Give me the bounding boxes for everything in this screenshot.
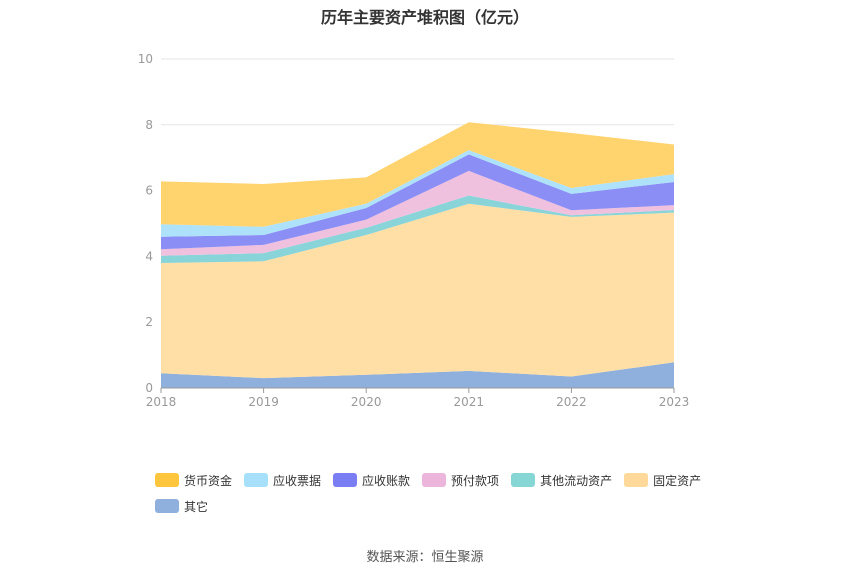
area-series-4 — [161, 154, 674, 250]
legend-swatch — [422, 473, 447, 487]
area-series-1 — [161, 203, 674, 379]
legend-swatch — [244, 473, 269, 487]
y-tick-label: 0 — [145, 381, 153, 395]
x-tick-label: 2020 — [351, 395, 382, 409]
y-tick-label: 6 — [145, 184, 153, 198]
area-series-6 — [161, 122, 674, 227]
x-tick-label: 2019 — [248, 395, 279, 409]
legend-item[interactable]: 预付款项 — [422, 472, 499, 488]
legend-item[interactable]: 固定资产 — [624, 472, 701, 488]
area-series-0 — [161, 362, 674, 388]
legend: 货币资金 应收票据 应收账款 预付款项 其他流动资产 固定资产其它 — [155, 472, 715, 524]
legend-label: 固定资产 — [653, 473, 702, 488]
legend-label: 应收票据 — [273, 473, 322, 488]
legend-label: 其他流动资产 — [540, 473, 613, 488]
legend-swatch — [155, 499, 179, 513]
legend-item[interactable]: 其他流动资产 — [511, 472, 612, 488]
legend-swatch — [333, 473, 358, 487]
y-tick-label: 8 — [145, 118, 153, 132]
legend-label: 货币资金 — [184, 473, 233, 488]
legend-swatch — [155, 473, 179, 487]
data-source: 数据来源：恒生聚源 — [366, 550, 484, 565]
y-tick-label: 4 — [145, 249, 153, 263]
legend-item[interactable]: 应收账款 — [333, 472, 410, 488]
y-tick-label: 2 — [145, 315, 153, 329]
x-tick-label: 2018 — [146, 395, 177, 409]
legend-label: 预付款项 — [451, 473, 500, 488]
area-series-2 — [161, 195, 674, 263]
legend-item[interactable]: 其它 — [155, 498, 208, 514]
x-tick-label: 2021 — [454, 395, 485, 409]
area-series-5 — [161, 150, 674, 237]
y-tick-label: 10 — [138, 52, 153, 66]
legend-label: 应收账款 — [362, 473, 411, 488]
legend-item[interactable]: 货币资金 — [155, 472, 232, 488]
chart-title: 历年主要资产堆积图（亿元） — [320, 8, 529, 27]
legend-item[interactable]: 应收票据 — [244, 472, 321, 488]
legend-swatch — [624, 473, 649, 487]
x-tick-label: 2022 — [556, 395, 587, 409]
legend-label: 其它 — [184, 499, 209, 514]
stacked-area-chart: 0 2 4 6 8 10 2018 2019 2020 2021 2022 2023 — [138, 52, 690, 409]
x-tick-label: 2023 — [659, 395, 690, 409]
area-series-3 — [161, 170, 674, 256]
legend-swatch — [511, 473, 536, 487]
